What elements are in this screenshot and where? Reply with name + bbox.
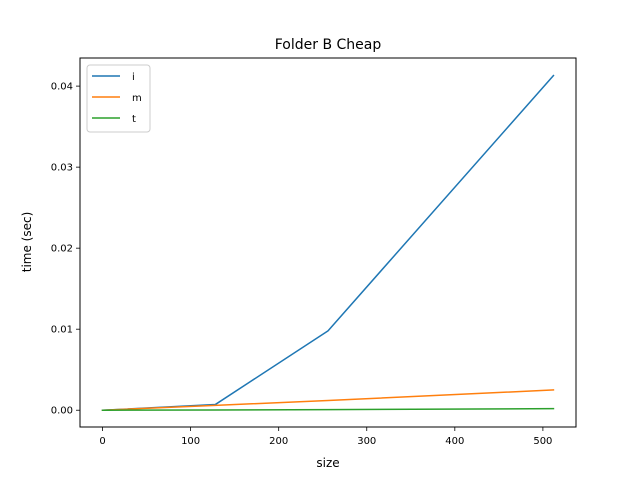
x-tick-label: 400 (445, 436, 464, 447)
legend: imt (86, 64, 151, 133)
x-axis-ticks: 0 100 200 300 400 500 (99, 427, 552, 447)
y-axis-label: time (sec) (20, 212, 34, 273)
x-axis-label: size (316, 456, 339, 470)
legend-label-t: t (132, 114, 136, 125)
x-tick-label: 300 (357, 436, 376, 447)
legend-label-m: m (132, 93, 142, 104)
series-layer (101, 74, 555, 412)
x-tick-label: 100 (181, 436, 200, 447)
series-line-m (101, 389, 555, 412)
legend-items: imt (92, 72, 142, 125)
x-tick-label: 200 (269, 436, 288, 447)
y-tick-label: 0.01 (51, 325, 73, 336)
y-axis-ticks: 0.00 0.01 0.02 0.03 0.04 (51, 82, 80, 417)
y-tick-label: 0.02 (51, 244, 73, 255)
y-tick-label: 0.04 (51, 82, 73, 93)
series-line-t (101, 407, 555, 411)
legend-box (86, 64, 151, 133)
plot-frame (79, 57, 577, 428)
y-tick-label: 0.03 (51, 163, 73, 174)
x-tick-label: 0 (99, 436, 105, 447)
y-tick-label: 0.00 (51, 406, 73, 417)
legend-label-i: i (132, 72, 135, 83)
chart-title: Folder B Cheap (275, 37, 382, 53)
x-tick-label: 500 (533, 436, 552, 447)
